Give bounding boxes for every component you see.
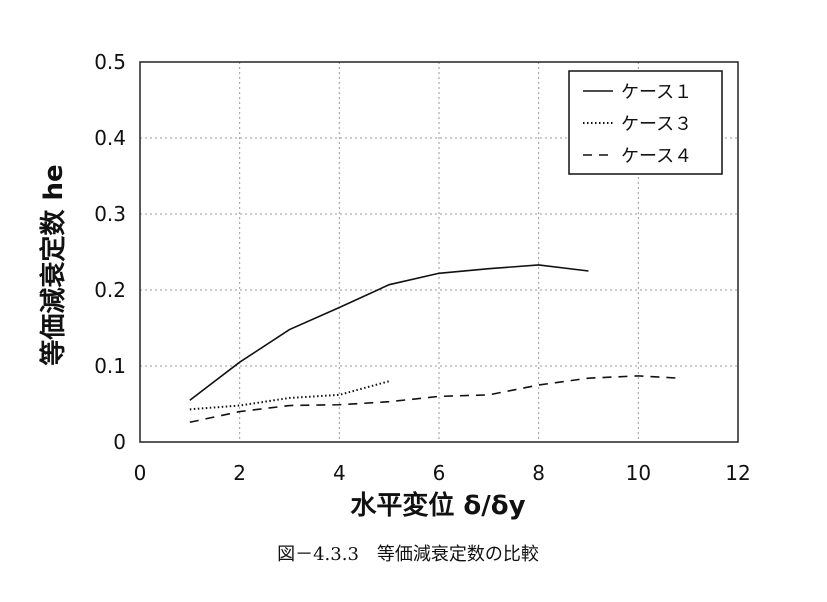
y-tick-labels: 0 0.1 0.2 0.3 0.4 0.5 [94, 50, 126, 454]
y-axis-title: 等価減衰定数 he [38, 164, 69, 365]
x-tick-label: 4 [333, 461, 346, 485]
y-tick-label: 0.1 [94, 354, 126, 378]
x-tick-label: 6 [433, 461, 446, 485]
legend-box [568, 70, 723, 175]
series-lines [189, 264, 679, 424]
y-tick-label: 0.3 [94, 202, 126, 226]
y-tick-label: 0 [113, 430, 126, 454]
series-line-2 [189, 380, 390, 411]
x-tick-label: 12 [725, 461, 750, 485]
x-axis-title: 水平変位 δ/δy [350, 490, 525, 521]
x-tick-label: 10 [626, 461, 651, 485]
series-line-1 [189, 264, 589, 401]
plot-area [139, 61, 739, 443]
x-tick-label: 8 [532, 461, 545, 485]
legend-label-3: ケース４ [621, 146, 692, 167]
series-line-3 [189, 375, 679, 424]
legend-label-2: ケース３ [621, 114, 692, 135]
legend: ケース１ ケース３ ケース４ [568, 70, 723, 175]
x-tick-label: 0 [134, 461, 147, 485]
x-tick-label: 2 [233, 461, 246, 485]
figure-caption: 図－4.3.3 等価減衰定数の比較 [277, 544, 539, 565]
y-tick-label: 0.2 [94, 278, 126, 302]
x-tick-labels: 0 2 4 6 8 10 12 [134, 461, 751, 485]
y-tick-label: 0.5 [94, 50, 126, 74]
y-tick-label: 0.4 [94, 126, 126, 150]
legend-label-1: ケース１ [621, 82, 692, 103]
